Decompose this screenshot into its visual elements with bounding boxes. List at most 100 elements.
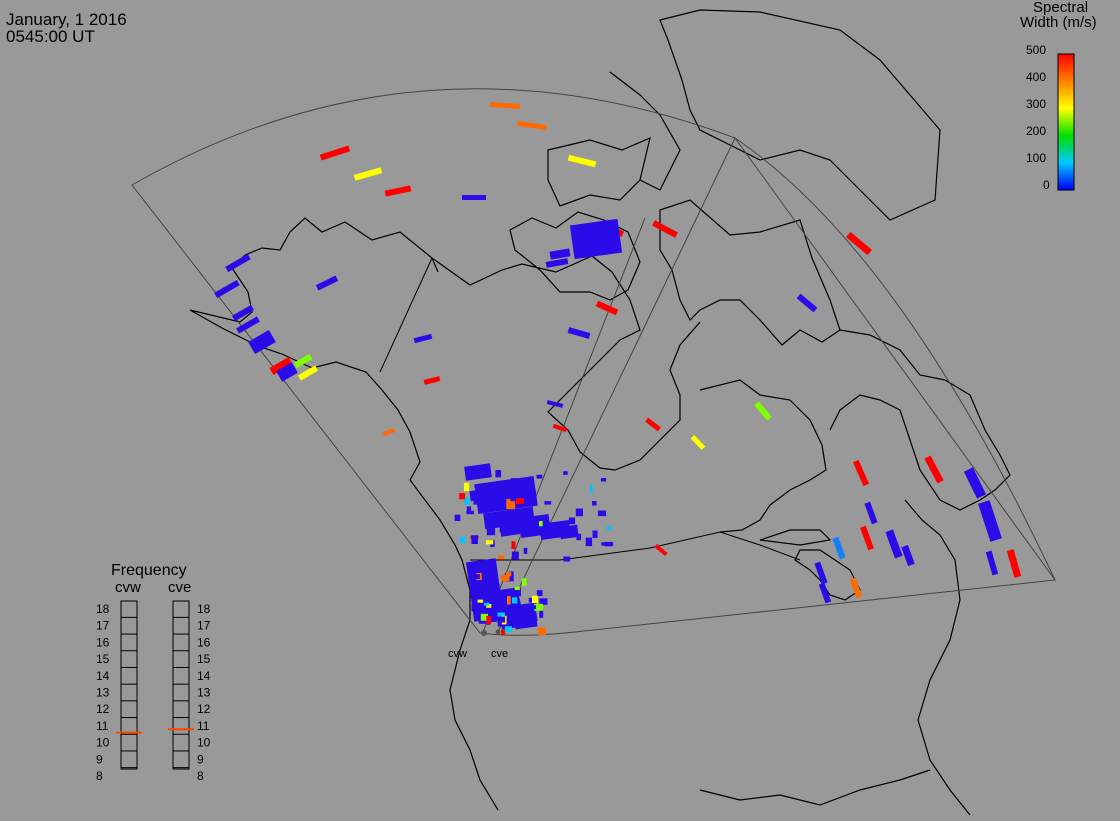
- colorbar-title-line2: Width (m/s): [1020, 14, 1097, 31]
- frequency-column-cve: [172, 600, 190, 770]
- echo-cell: [486, 540, 494, 545]
- borders: [379, 257, 801, 561]
- colorbar-tick: 500: [1026, 43, 1046, 57]
- echo-cell: [818, 582, 832, 604]
- echo-cell: [652, 220, 678, 238]
- echo-cell: [754, 401, 772, 421]
- coast-gulf: [699, 769, 931, 806]
- frequency-scale-right: 17: [197, 619, 211, 633]
- echo-cell: [595, 300, 619, 316]
- echo-cell: [490, 506, 497, 512]
- echo-cell: [527, 511, 531, 518]
- echo-cell: [504, 626, 512, 632]
- echo-cell: [482, 573, 491, 582]
- echo-cell: [516, 498, 524, 504]
- echo-cell: [532, 595, 538, 603]
- echo-cell: [384, 185, 412, 197]
- echo-cell: [500, 574, 510, 581]
- echo-cell: [494, 584, 500, 592]
- echo-cell: [501, 629, 506, 635]
- frequency-grid: 18 18 17 17 16 16 15 15 14 14 13 13 12 12 11 11 10 10 9 9 8 8: [96, 602, 211, 783]
- echo-cell: [585, 537, 593, 547]
- frequency-scale-left: 9: [96, 752, 103, 766]
- echo-cell: [539, 610, 544, 618]
- echo-cell: [499, 525, 503, 533]
- coast-greenland: [659, 9, 941, 221]
- fov-beam-cvw: [482, 217, 646, 633]
- frequency-scale-left: 13: [96, 686, 110, 700]
- echo-cell: [690, 435, 706, 450]
- radar-fov: [131, 88, 1056, 636]
- echo-cell: [464, 497, 470, 505]
- echo-cell: [536, 590, 543, 597]
- echo-cell: [846, 231, 872, 256]
- frequency-title: Frequency: [111, 562, 187, 579]
- echo-cell: [654, 543, 668, 557]
- echo-cell: [592, 530, 598, 538]
- echo-cell: [539, 521, 543, 527]
- fov-outer-arc: [734, 137, 1056, 581]
- echo-cell: [546, 400, 564, 408]
- echo-cell: [510, 478, 517, 483]
- echo-cell: [606, 526, 611, 531]
- border-alaska-canada: [379, 257, 433, 373]
- echo-cell: [512, 597, 518, 604]
- frequency-scale-left: 16: [96, 635, 110, 649]
- coast-atlantic: [904, 499, 971, 816]
- echo-cell: [248, 329, 276, 355]
- echo-cell: [481, 570, 489, 574]
- echo-cell: [214, 279, 240, 299]
- echo-cell: [475, 574, 480, 579]
- colorbar-title-line1: Spectral: [1033, 0, 1088, 16]
- echo-cell: [523, 610, 527, 615]
- coast-arctic: [431, 71, 681, 301]
- echo-cell: [495, 470, 502, 478]
- echo-cell: [473, 499, 478, 505]
- echo-cell: [315, 275, 339, 291]
- frequency-scale-right: 11: [197, 719, 210, 733]
- echo-cell: [901, 544, 915, 567]
- echo-cell: [545, 258, 569, 268]
- echo-cell: [543, 529, 550, 534]
- echo-cell: [511, 541, 516, 549]
- frequency-column-cvw: [120, 600, 138, 770]
- time-label: 0545:00 UT: [6, 27, 95, 46]
- echo-cell: [849, 577, 863, 599]
- echo-cell: [494, 591, 499, 601]
- echo-cell: [567, 327, 591, 339]
- echo-cell: [522, 578, 527, 586]
- echo-cell: [978, 500, 1002, 542]
- fov-beam-cve: [497, 137, 736, 633]
- frequency-radar-east: cve: [168, 579, 191, 596]
- echo-cell: [477, 599, 484, 603]
- echo-cell: [592, 501, 597, 506]
- echo-cell: [494, 501, 499, 509]
- echo-cell: [353, 167, 383, 181]
- site-marker-cvw: [481, 630, 487, 636]
- echo-cell: [486, 615, 492, 625]
- frequency-scale-right: 12: [197, 702, 211, 716]
- echo-cell: [604, 541, 614, 547]
- echo-cell: [459, 493, 466, 500]
- frequency-scale-left: 15: [96, 652, 110, 666]
- echo-cell: [985, 550, 999, 576]
- echo-cell: [552, 423, 568, 433]
- date-label: January, 1 2016: [6, 10, 127, 29]
- echo-cell: [497, 555, 505, 560]
- echo-cell: [523, 547, 528, 554]
- echo-cell: [497, 616, 506, 623]
- echo-cell: [466, 506, 472, 512]
- echo-cell: [471, 603, 480, 612]
- echo-cell: [276, 362, 298, 382]
- frequency-scale-right: 18: [197, 602, 211, 616]
- echo-cell: [463, 482, 470, 492]
- colorbar-tick: 200: [1026, 124, 1046, 138]
- echo-cell: [532, 605, 537, 610]
- echo-cell: [924, 455, 944, 484]
- frequency-scale-left: 12: [96, 702, 110, 716]
- echo-cell: [539, 598, 548, 605]
- echo-cell: [860, 525, 874, 551]
- echo-cell: [511, 551, 519, 560]
- echo-cell: [864, 501, 878, 525]
- echo-cell: [297, 365, 319, 381]
